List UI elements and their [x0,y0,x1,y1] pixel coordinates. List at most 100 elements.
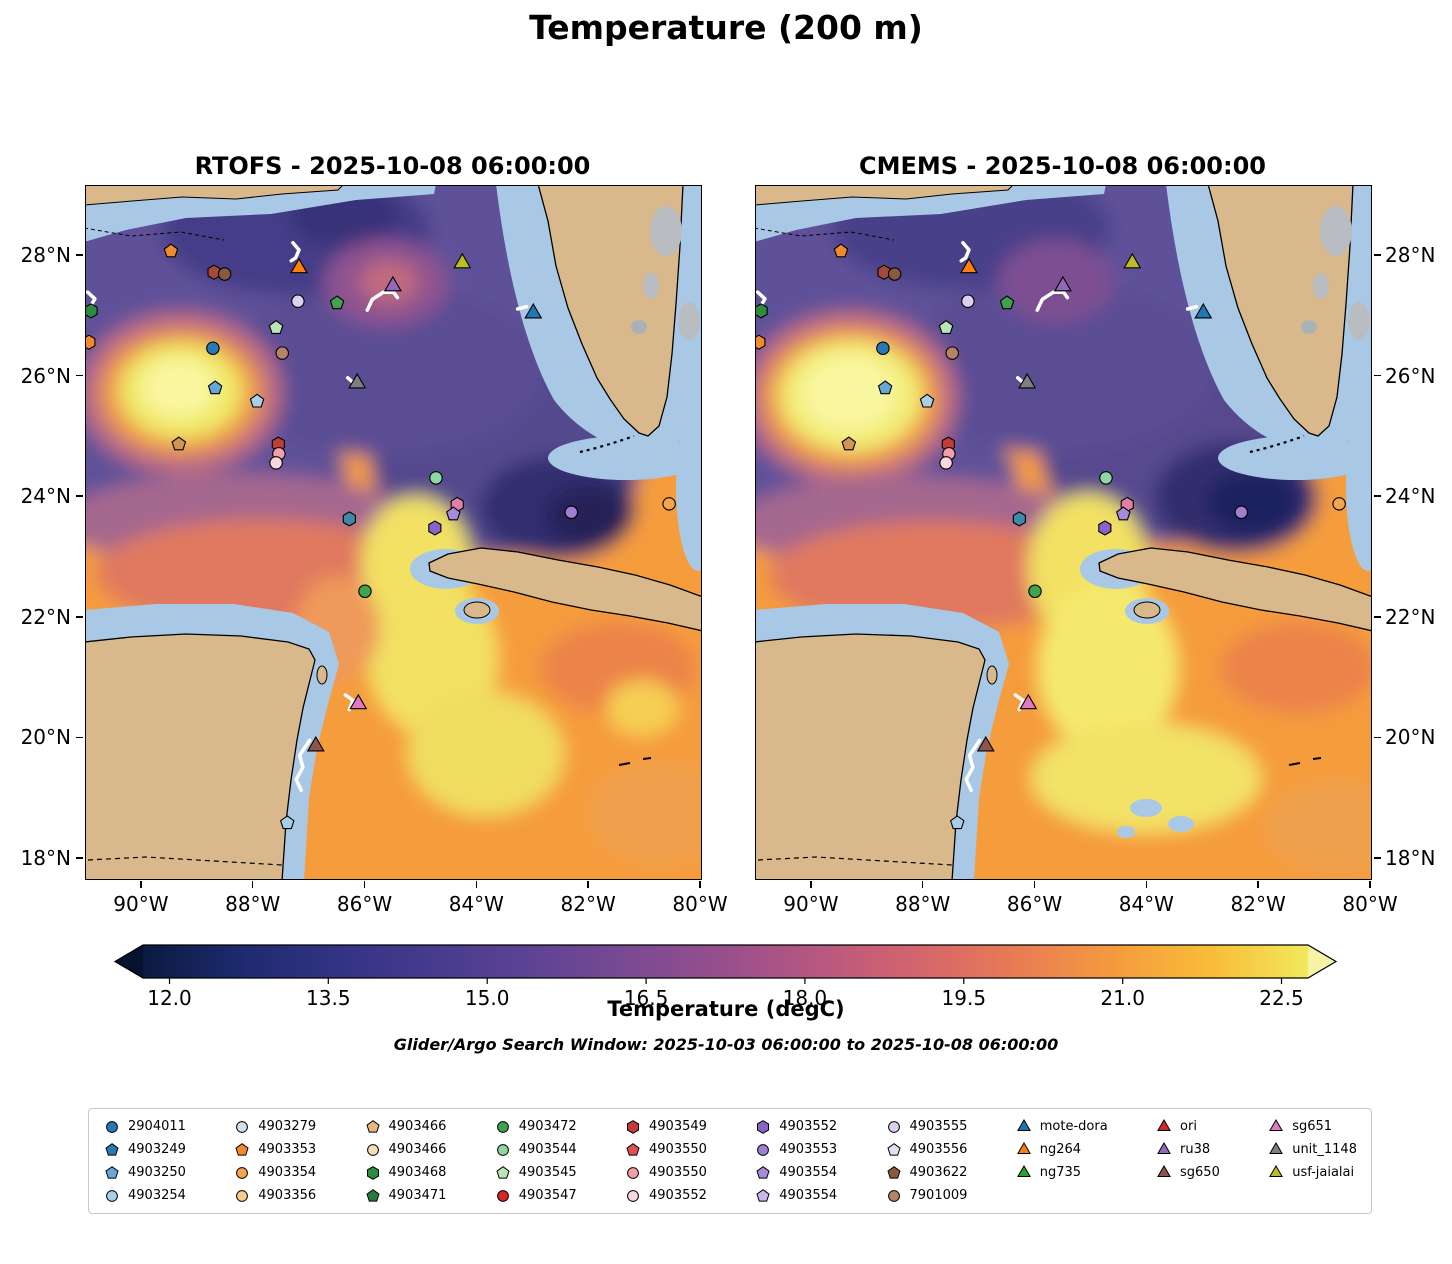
x-tick-label: 80°W [1342,892,1398,916]
colorbar-under-arrow [115,945,143,978]
lake-okeechobee [1301,320,1317,334]
legend-entry-label: 4903554 [779,1188,838,1203]
marker-circle [217,267,232,281]
y-tick-mark [1374,254,1381,256]
florida-keys [1249,434,1305,454]
legend-entry-label: 4903254 [128,1188,186,1203]
legend-entry-label: 4903555 [909,1119,968,1134]
marker-pentagon [999,295,1015,310]
triangle-marker-icon [1016,1118,1031,1131]
triangle-marker-icon [1157,1141,1171,1154]
marker-circle [876,341,890,355]
y-tick-mark [76,857,83,859]
legend-entry: 4903556 [885,1139,968,1160]
legend-entry-label: 4903553 [779,1142,838,1157]
marker-usf-jaialai [453,252,472,269]
glider-track-line [515,304,529,311]
legend-entry: ori [1155,1116,1220,1137]
circle-marker-icon [887,1120,900,1133]
legend-entry-label: 4903547 [518,1188,577,1203]
triangle-marker-icon [1016,1141,1031,1154]
circle-marker-icon [496,1120,509,1133]
marker-mote-dora [524,302,543,319]
marker-circle [269,456,283,470]
legend: 2904011 4903249 4903250 4903254 4903279 49033… [88,1108,1372,1214]
marker-hexagon [86,303,98,319]
marker-circle [662,497,676,511]
marker-pentagon [949,815,965,830]
circle-marker-icon [627,1166,639,1179]
cmems-subplot-title: CMEMS - 2025-10-08 06:00:00 [859,152,1266,180]
legend-entry-label: 4903622 [909,1165,968,1180]
marker-hexagon [428,520,442,536]
marker-circle [887,267,902,281]
legend-entry-label: 4903544 [518,1142,577,1157]
marker-hexagon [756,303,768,319]
marker-pentagon [446,506,461,521]
legend-entry: 4903250 [103,1162,186,1183]
legend-column: 4903552 4903553 4903554 4903554 [754,1116,837,1206]
rtofs-map [86,186,701,879]
x-tick-mark [587,881,589,888]
colorbar: 12.0 13.5 15.0 16.5 18.0 19.5 21.0 22.5 [113,944,1338,1010]
florida-keys [579,434,635,454]
circle-marker-icon [106,1120,118,1133]
cuba-land [1098,547,1371,632]
isle-of-youth [1133,601,1161,619]
circle-marker-icon [496,1143,509,1156]
legend-entry-label: 4903556 [909,1142,968,1157]
circle-marker-icon [236,1120,249,1133]
legend-entry-label: 4903466 [388,1119,447,1134]
marker-unit_1148 [348,372,367,389]
legend-entry-label: ru38 [1180,1142,1211,1157]
y-tick-label: 20°N [1385,725,1436,750]
legend-entry-label: 4903550 [649,1165,707,1180]
y-tick-label: 18°N [20,846,71,871]
bahama-bank [1313,273,1329,299]
colorbar-tick-label: 16.5 [624,986,669,1010]
y-tick-label: 22°N [20,604,71,629]
glider-track-line [289,240,301,263]
marker-pentagon [841,436,857,451]
glider-track-line [365,290,400,312]
pentagon-marker-icon [886,1142,901,1156]
x-tick-mark [1257,881,1259,888]
legend-entry-label: 4903545 [518,1165,577,1180]
circle-marker-icon [496,1189,509,1202]
marker-circle [429,471,443,485]
marker-pentagon [279,815,295,830]
marker-ng264 [960,257,978,274]
legend-entry: ru38 [1155,1139,1220,1160]
platform-markers [86,243,676,830]
pentagon-marker-icon [365,1119,380,1133]
bahama-bank [678,302,700,340]
marker-ru38 [383,275,402,292]
bahama-bank [643,273,659,299]
bahama-bank [1348,302,1370,340]
isobath-dashed [757,856,953,866]
marker-circle [275,346,289,360]
x-tick-mark [1033,881,1036,888]
legend-entry-label: 4903279 [258,1119,317,1134]
shallow-bank [1130,799,1162,817]
marker-pentagon [268,320,284,334]
cmems-map [756,186,1371,879]
rtofs-map-panel [85,185,702,880]
marker-ng264 [290,257,308,274]
isobath-dashed [87,856,283,866]
marker-pentagon [163,243,179,258]
triangle-marker-icon [1157,1118,1171,1131]
legend-entry: 4903354 [233,1162,316,1183]
legend-entry: 4903552 [754,1116,837,1137]
glider-track-line [294,738,312,793]
legend-entry: 4903554 [754,1162,837,1183]
marker-pentagon [249,393,265,408]
shallow-bank [1168,816,1194,832]
marker-pentagon [938,320,954,334]
legend-entry-label: mote-dora [1039,1119,1108,1134]
florida-land [537,186,684,437]
pentagon-marker-icon [626,1142,640,1156]
lake-okeechobee [631,320,647,334]
legend-entry: 4903550 [624,1162,707,1183]
